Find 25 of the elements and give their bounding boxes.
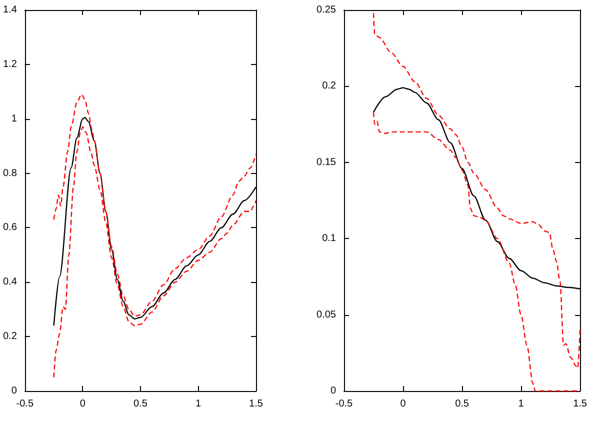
y-tick-label: 0.2 <box>322 80 336 92</box>
x-tick-label: 0 <box>80 398 86 410</box>
x-tick-label: 1 <box>195 398 202 410</box>
y-tick-label: 0.8 <box>2 168 18 179</box>
x-tick-label: 1.5 <box>573 398 588 410</box>
x-tick-label: 1 <box>518 398 524 410</box>
x-tick-label: -0.5 <box>16 398 34 410</box>
y-tick-label: 0.2 <box>2 331 18 342</box>
y-tick-label: 0.4 <box>2 276 18 288</box>
y-tick-label: 0 <box>330 386 336 396</box>
y-tick-label: 0 <box>11 386 18 396</box>
y-tick-label: 0.6 <box>2 222 18 234</box>
x-tick-label: 0 <box>400 398 406 410</box>
line-series <box>372 12 581 369</box>
y-tick-label: 1.4 <box>2 4 18 16</box>
x-tick-label: 1.5 <box>249 398 264 410</box>
y-tick-label: 0.15 <box>316 156 336 168</box>
y-tick-label: 0.1 <box>322 233 336 244</box>
y-tick-label: 0.25 <box>316 4 336 16</box>
y-tick-label: 1.2 <box>2 58 18 70</box>
y-tick-label: 0.05 <box>316 309 336 320</box>
x-tick-label: -0.5 <box>335 398 354 410</box>
y-tick-label: 1 <box>11 113 18 124</box>
x-tick-label: 0.5 <box>134 398 148 410</box>
x-tick-label: 0.5 <box>455 398 470 410</box>
